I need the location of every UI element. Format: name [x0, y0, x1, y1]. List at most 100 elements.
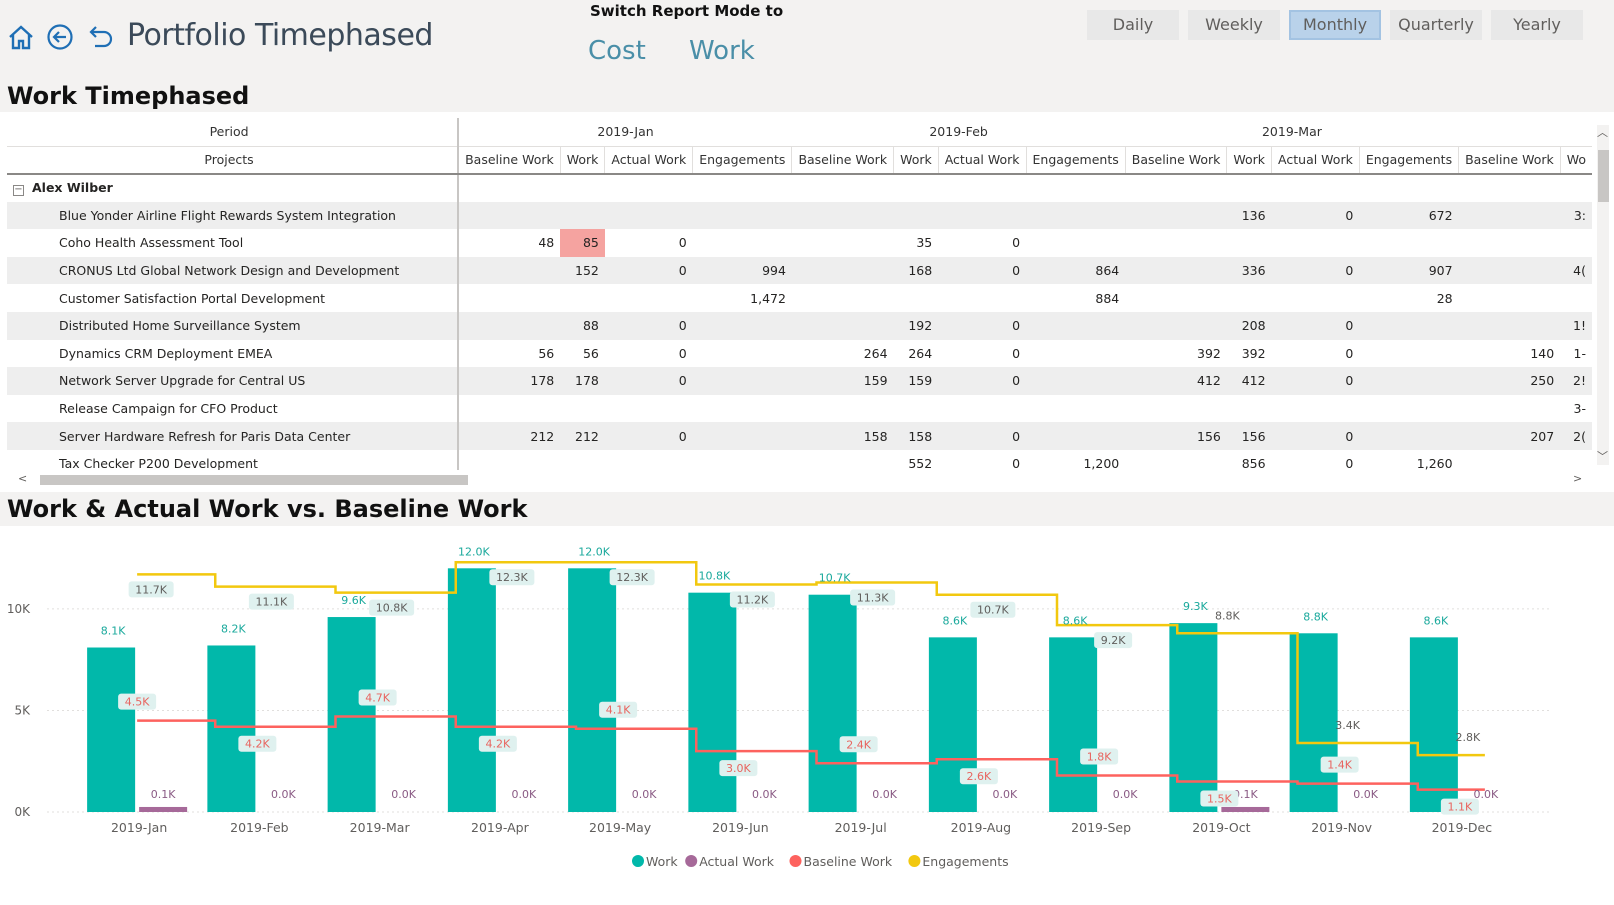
column-header[interactable]: Actual Work: [937, 146, 1027, 175]
project-name-cell: Coho Health Assessment Tool: [7, 229, 460, 257]
table-cell: 264: [863, 345, 888, 361]
table-cell: 0: [1345, 456, 1354, 470]
table-row[interactable]: Distributed Home Surveillance System 88 0 1…: [7, 311, 1592, 340]
table-cell: [1026, 229, 1125, 257]
table-cell: 0: [1345, 345, 1354, 361]
column-header[interactable]: Engagements: [1358, 146, 1459, 175]
work-bar: [928, 637, 977, 812]
baseline-work-data-label-bg: [1320, 756, 1359, 773]
table-cell: 884: [1095, 290, 1120, 306]
baseline-work-data-label-bg: [599, 701, 638, 718]
table-row[interactable]: Dynamics CRM Deployment EMEA 56 56 0 264 264 0…: [7, 339, 1592, 368]
table-cell: [693, 395, 792, 423]
table-cell: [1458, 201, 1561, 230]
table-cell: [560, 284, 605, 312]
actual-work-data-label: 0.0K: [993, 788, 1018, 801]
table-row[interactable]: Coho Health Assessment Tool 48 85 0 35 0: [7, 229, 1592, 257]
table-row[interactable]: Release Campaign for CFO Product 3-: [7, 394, 1592, 423]
table-cell: 0: [604, 367, 693, 395]
legend-marker: [789, 855, 802, 867]
table-cell: [692, 201, 792, 230]
work-timephased-matrix[interactable]: Period 2019-Jan 2019-Feb 2019-Mar Projec…: [7, 118, 1592, 470]
table-cell: [792, 284, 894, 312]
column-header[interactable]: Work: [559, 146, 605, 175]
table-cell: 392: [1197, 345, 1221, 361]
collapse-icon[interactable]: −: [13, 184, 24, 197]
monthly-button[interactable]: Monthly: [1289, 10, 1381, 40]
table-cell: 48: [538, 235, 555, 251]
table-row[interactable]: Tax Checker P200 Development 552 0 1,200 856…: [7, 449, 1592, 470]
engagements-data-label-bg: [369, 599, 415, 616]
back-icon[interactable]: [45, 22, 75, 52]
table-cell: 552: [908, 456, 933, 470]
baseline-work-data-label-bg: [358, 689, 397, 706]
table-row[interactable]: Server Hardware Refresh for Paris Data C…: [7, 422, 1592, 450]
table-cell: [1125, 450, 1227, 470]
column-header[interactable]: Work: [1226, 146, 1272, 175]
table-cell: [1560, 450, 1592, 470]
table-row[interactable]: Customer Satisfaction Portal Development…: [7, 284, 1592, 312]
period-feb-header: 2019-Feb: [791, 118, 1126, 147]
table-cell: [1560, 284, 1592, 312]
matrix-column-header-row: Projects Baseline Work Work Actual Work …: [7, 146, 1592, 175]
table-row[interactable]: Blue Yonder Airline Flight Rewards Syste…: [7, 201, 1592, 230]
table-cell: [1272, 284, 1360, 312]
home-icon[interactable]: [6, 22, 36, 52]
quarterly-button[interactable]: Quarterly: [1390, 10, 1482, 40]
legend-label: Work: [646, 854, 678, 869]
column-header[interactable]: Actual Work: [1271, 146, 1360, 175]
table-cell: [792, 450, 894, 470]
column-header[interactable]: Work: [893, 146, 939, 175]
table-cell: 392: [1241, 345, 1266, 361]
scroll-right-icon[interactable]: >: [1573, 472, 1583, 485]
column-header[interactable]: Wo: [1559, 146, 1592, 175]
page-title: Portfolio Timephased: [127, 18, 433, 53]
work-bar: [327, 617, 376, 812]
column-header[interactable]: Baseline Work: [1458, 146, 1561, 175]
actual-work-data-label: 0.0K: [632, 788, 657, 801]
table-cell: [894, 284, 939, 312]
work-data-label: 8.2K: [221, 622, 246, 635]
column-header[interactable]: Actual Work: [604, 146, 693, 175]
table-cell: 159: [791, 367, 894, 395]
work-mode-button[interactable]: Work: [689, 36, 755, 66]
daily-button[interactable]: Daily: [1087, 10, 1179, 40]
legend-marker: [685, 855, 698, 867]
actual-work-data-label: 0.0K: [391, 788, 416, 801]
actual-work-bar: [1221, 806, 1270, 812]
table-cell: 0: [678, 235, 687, 251]
table-cell: 1!: [1560, 311, 1592, 340]
column-header[interactable]: Baseline Work: [1124, 146, 1227, 175]
table-row[interactable]: Network Server Upgrade for Central US 178…: [7, 367, 1592, 395]
column-header[interactable]: Baseline Work: [457, 146, 561, 175]
column-header[interactable]: Baseline Work: [791, 146, 894, 175]
legend-label: Actual Work: [699, 854, 775, 869]
table-cell: [1227, 395, 1272, 423]
horizontal-scroll-thumb[interactable]: [40, 475, 468, 485]
table-cell: 0: [1012, 456, 1021, 470]
x-tick-label: 2019-Oct: [1192, 820, 1250, 835]
table-cell: [792, 395, 894, 423]
vertical-scrollbar[interactable]: [1597, 125, 1609, 465]
table-cell: [605, 450, 693, 470]
table-cell: [1359, 340, 1458, 368]
baseline-work-data-label-bg: [959, 768, 998, 785]
scroll-left-icon[interactable]: <: [18, 472, 28, 485]
column-header[interactable]: Engagements: [692, 146, 792, 175]
weekly-button[interactable]: Weekly: [1188, 10, 1280, 40]
table-cell: [1459, 229, 1561, 257]
yearly-button[interactable]: Yearly: [1491, 10, 1583, 40]
table-cell: [1125, 311, 1227, 340]
engagements-data-label: 10.8K: [376, 602, 408, 615]
table-cell: 35: [916, 235, 933, 251]
table-row[interactable]: CRONUS Ltd Global Network Design and Dev…: [7, 256, 1592, 285]
scroll-down-icon[interactable]: ﹀: [1597, 450, 1608, 463]
actual-work-data-label: 0.0K: [752, 788, 777, 801]
table-cell: [1125, 395, 1227, 423]
cost-mode-button[interactable]: Cost: [588, 36, 646, 66]
column-header[interactable]: Engagements: [1025, 146, 1126, 175]
table-cell: 159: [893, 367, 939, 395]
vertical-scroll-thumb[interactable]: [1598, 150, 1609, 202]
undo-icon[interactable]: [84, 22, 114, 52]
scroll-up-icon[interactable]: ︿: [1597, 126, 1608, 139]
